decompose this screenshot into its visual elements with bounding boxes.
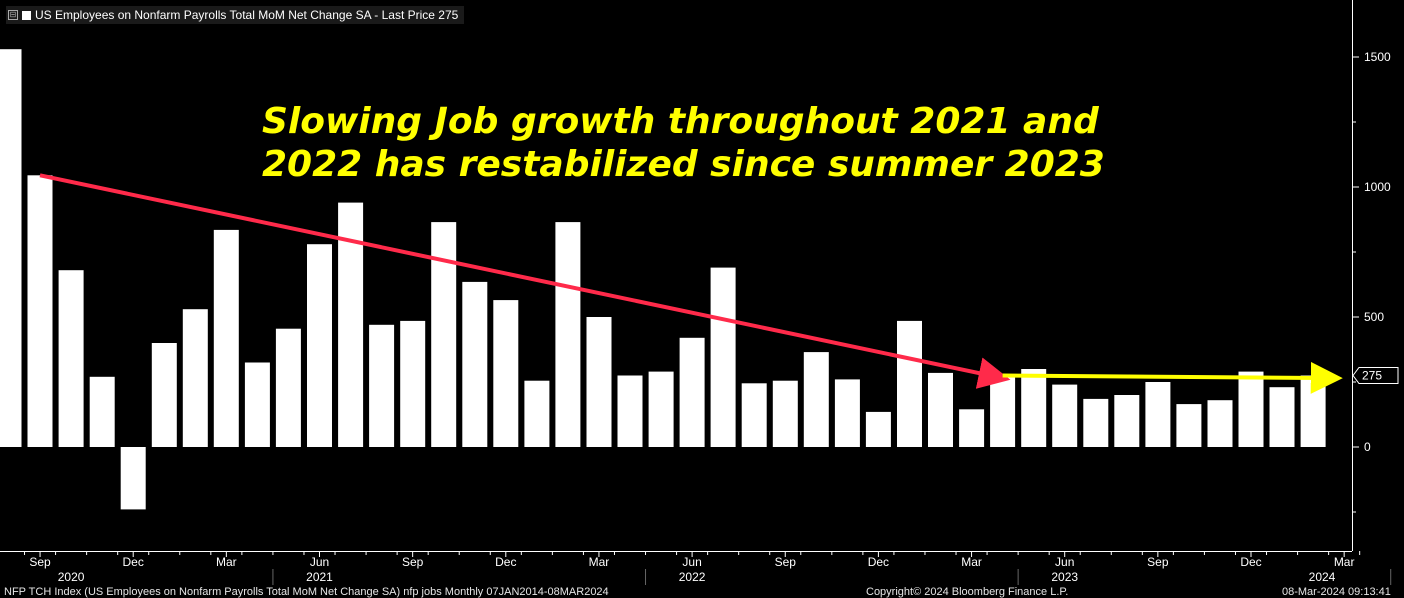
- bar-25: [772, 380, 798, 447]
- x-tick-label: Dec: [495, 555, 516, 569]
- bar-22: [679, 337, 705, 447]
- x-tick-label: Dec: [123, 555, 144, 569]
- x-tick-label: Dec: [1240, 555, 1261, 569]
- bar-4: [120, 447, 146, 510]
- x-tick-label: Sep: [775, 555, 797, 569]
- bar-24: [741, 383, 767, 447]
- footer-timestamp: 08-Mar-2024 09:13:41: [1282, 586, 1391, 598]
- bar-16: [493, 300, 519, 447]
- last-price-left-marker: [0, 368, 4, 383]
- bar-27: [834, 379, 860, 447]
- trend-arrows-layer: [39, 173, 1343, 394]
- bar-2: [58, 270, 84, 447]
- trend-flat: [1002, 361, 1343, 394]
- y-tick-label: 1000: [1364, 180, 1391, 194]
- bar-20: [617, 375, 643, 447]
- bar-5: [151, 343, 177, 447]
- x-tick-label: Mar: [1334, 555, 1355, 569]
- x-year-label: 2021: [306, 570, 333, 584]
- bar-30: [928, 372, 953, 447]
- x-year-label: 2024: [1309, 570, 1336, 584]
- bar-29: [897, 320, 922, 447]
- bar-28: [865, 411, 891, 447]
- bar-14: [431, 222, 457, 447]
- trend-downtrend: [39, 173, 1011, 389]
- bar-34: [1052, 384, 1078, 447]
- x-year-label: 2023: [1051, 570, 1078, 584]
- y-tick-label: 0: [1364, 440, 1371, 454]
- bar-19: [586, 317, 612, 447]
- x-tick-label: Jun: [682, 555, 701, 569]
- x-tick-label: Mar: [961, 555, 982, 569]
- x-tick-label: Jun: [310, 555, 329, 569]
- legend-swatch: [22, 10, 31, 20]
- bar-12: [369, 324, 395, 447]
- annotation-line-2: 2022 has restabilized since summer 2023: [262, 144, 1105, 185]
- legend[interactable]: ⊟ US Employees on Nonfarm Payrolls Total…: [6, 6, 465, 24]
- x-tick-label: Mar: [216, 555, 237, 569]
- bar-3: [89, 376, 115, 447]
- y-tick-label: 1500: [1364, 50, 1391, 64]
- bar-13: [400, 320, 426, 447]
- bar-10: [307, 244, 332, 447]
- x-tick-label: Sep: [1147, 555, 1169, 569]
- bar-0: [0, 49, 22, 447]
- last-price-tag: [1352, 367, 1399, 384]
- bar-9: [275, 328, 301, 447]
- y-tick-label: 500: [1364, 310, 1384, 324]
- bar-18: [555, 222, 581, 447]
- footer-copyright: Copyright© 2024 Bloomberg Finance L.P.: [866, 586, 1069, 598]
- bar-1: [27, 175, 53, 448]
- x-tick-label: Sep: [402, 555, 424, 569]
- bars-layer: [0, 49, 1326, 510]
- last-price-label: 275: [1362, 369, 1382, 383]
- bar-7: [213, 229, 239, 447]
- footer-source: NFP TCH Index (US Employees on Nonfarm P…: [4, 586, 609, 598]
- bar-41: [1269, 387, 1295, 447]
- axes-layer: 1500 1000 500 0 275 Sep Dec Mar Jun Sep Dec Mar Jun S…: [0, 0, 1399, 585]
- x-tick-label: Dec: [868, 555, 889, 569]
- x-tick-label: Jun: [1055, 555, 1074, 569]
- x-year-label: 2020: [58, 570, 85, 584]
- bar-31: [959, 409, 985, 447]
- x-tick-label: Mar: [589, 555, 610, 569]
- x-tick-label: Sep: [29, 555, 51, 569]
- annotation-line-1: Slowing Job growth throughout 2021 and: [262, 101, 1099, 142]
- bar-15: [462, 281, 488, 447]
- bar-21: [648, 371, 674, 447]
- bar-23: [710, 267, 736, 447]
- bar-36: [1114, 395, 1140, 447]
- bar-17: [524, 380, 550, 447]
- bar-42: [1300, 375, 1326, 447]
- bar-39: [1207, 400, 1233, 447]
- bar-35: [1083, 398, 1109, 447]
- bar-33: [1021, 369, 1047, 447]
- legend-toggle-icon[interactable]: ⊟: [8, 10, 18, 20]
- bar-40: [1238, 371, 1264, 447]
- bar-38: [1176, 404, 1202, 447]
- bar-6: [182, 309, 208, 447]
- bar-37: [1145, 382, 1171, 447]
- legend-label: US Employees on Nonfarm Payrolls Total M…: [35, 8, 459, 22]
- x-year-label: 2022: [679, 570, 706, 584]
- chart-annotation: Slowing Job growth throughout 2021 and 2…: [262, 100, 1202, 186]
- bar-8: [244, 362, 270, 447]
- bar-32: [990, 375, 1016, 447]
- bar-26: [803, 352, 829, 447]
